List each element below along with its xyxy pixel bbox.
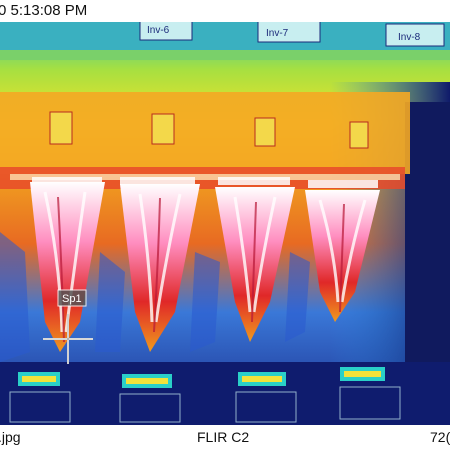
cabinet-label-inv-7: Inv-7 [266,28,289,39]
camera-model: FLIR C2 [197,429,250,445]
timestamp: 0 5:13:08 PM [0,2,88,19]
image-resolution: 72( [430,429,450,445]
cabinet-label-inv-8: Inv-8 [398,32,421,43]
top-info-bar: 0 5:13:08 PM [0,0,450,22]
bottom-info-bar: .jpg FLIR C2 72( [0,425,450,450]
spot-marker: Sp1 [43,289,93,364]
spot-marker-label: Sp1 [62,293,82,305]
thermal-image: Inv-6 Inv-7 Inv-8 [0,22,450,425]
image-filename: .jpg [0,429,21,445]
cabinet-label-inv-6: Inv-6 [147,25,170,36]
